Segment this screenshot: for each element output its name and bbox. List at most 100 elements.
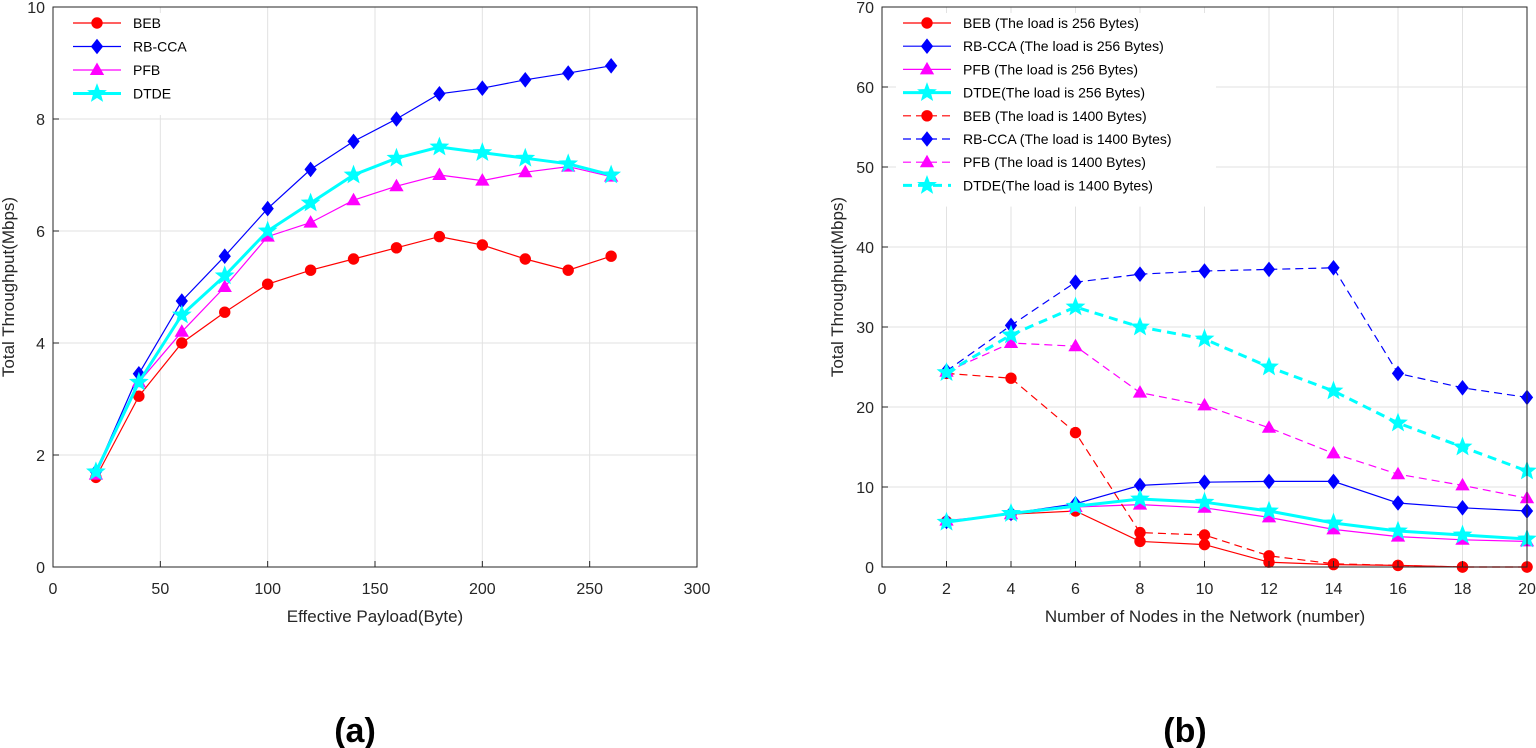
legend: BEB (The load is 256 Bytes) RB-CCA (The l…: [896, 13, 1216, 207]
legend-label: RB-CCA (The load is 1400 Bytes): [963, 131, 1172, 147]
data-point: [1262, 473, 1276, 490]
series-3: [86, 136, 622, 481]
y-axis-label: Total Throughput(Mbps): [828, 197, 847, 377]
y-axis-label: Total Throughput(Mbps): [0, 197, 18, 377]
x-tick-label: 200: [469, 581, 496, 598]
x-tick-label: 0: [49, 581, 58, 598]
y-tick-label: 40: [856, 240, 874, 257]
panel-label: (a): [334, 712, 376, 748]
x-tick-label: 14: [1325, 581, 1343, 598]
data-point: [343, 164, 364, 184]
data-point: [386, 147, 407, 167]
data-point: [472, 142, 493, 162]
data-point: [1003, 335, 1019, 348]
legend-label: RB-CCA (The load is 256 Bytes): [963, 38, 1164, 54]
data-point: [347, 133, 360, 150]
y-tick-label: 4: [36, 336, 45, 353]
data-point: [936, 511, 957, 531]
x-tick-label: 250: [576, 581, 603, 598]
data-point: [558, 153, 579, 173]
data-point: [1390, 466, 1406, 480]
data-point: [300, 192, 321, 212]
legend-marker: [87, 83, 107, 102]
x-tick-label: 20: [1518, 581, 1536, 598]
legend-marker: [919, 61, 935, 75]
data-point: [519, 253, 531, 265]
data-point: [1001, 324, 1021, 344]
data-point: [174, 324, 189, 337]
y-tick-label: 20: [856, 400, 874, 417]
data-point: [1134, 526, 1146, 539]
data-point: [171, 304, 192, 324]
y-tick-label: 50: [856, 160, 874, 177]
legend-label: BEB (The load is 1400 Bytes): [963, 108, 1147, 124]
legend-box: [896, 13, 1216, 207]
y-tick-label: 60: [856, 80, 874, 97]
data-point: [261, 278, 274, 290]
y-tick-label: 0: [865, 560, 874, 577]
data-point: [86, 461, 106, 481]
y-tick-label: 6: [36, 224, 45, 241]
data-point: [1455, 477, 1470, 491]
data-point: [217, 279, 232, 292]
data-point: [1197, 397, 1212, 411]
data-point: [1005, 372, 1017, 384]
data-point: [1452, 436, 1473, 456]
data-point: [390, 242, 403, 254]
legend-label: DTDE(The load is 1400 Bytes): [963, 177, 1153, 193]
x-axis-label: Number of Nodes in the Network (number): [1045, 607, 1365, 626]
x-tick-label: 4: [1007, 581, 1016, 598]
chart-panel-a: 0 50 100 150 200 250 300 0 2 4 6 8 10 Effective Paylo…: [0, 0, 710, 748]
data-point: [1133, 266, 1147, 283]
series-1: [89, 57, 618, 480]
data-point: [601, 164, 622, 184]
data-point: [1069, 426, 1082, 439]
data-point: [604, 57, 618, 74]
series-line: [946, 372, 1527, 568]
data-point: [1198, 263, 1211, 279]
data-point: [1456, 499, 1469, 516]
legend-marker: [920, 38, 934, 55]
data-point: [1262, 261, 1276, 278]
data-point: [515, 147, 536, 167]
data-point: [518, 164, 533, 178]
series-line: [946, 342, 1528, 499]
data-point: [1130, 316, 1150, 336]
data-point: [562, 65, 575, 81]
x-tick-label: 50: [151, 581, 169, 598]
legend-label: RB-CCA: [133, 39, 187, 55]
legend-label: DTDE(The load is 256 Bytes): [963, 85, 1145, 101]
data-point: [128, 371, 149, 391]
data-point: [390, 111, 403, 127]
data-point: [304, 264, 317, 276]
legend-box: [66, 13, 216, 115]
data-point: [1198, 529, 1211, 541]
series-line: [945, 305, 1528, 473]
legend-marker: [919, 154, 935, 168]
data-point: [1065, 495, 1086, 515]
x-tick-label: 150: [362, 581, 389, 598]
legend-label: PFB (The load is 1400 Bytes): [963, 154, 1146, 170]
data-point: [433, 85, 446, 102]
series-3: [936, 488, 1536, 548]
legend-marker: [91, 17, 103, 29]
data-point: [1391, 495, 1405, 511]
data-point: [1323, 512, 1344, 532]
series-line: [946, 267, 1528, 398]
data-point: [1391, 365, 1405, 382]
data-point: [1069, 274, 1082, 291]
x-tick-label: 300: [684, 581, 711, 598]
data-point: [476, 239, 489, 251]
data-point: [1130, 488, 1150, 508]
data-point: [218, 248, 231, 265]
legend-marker: [89, 62, 105, 75]
y-tick-label: 10: [856, 480, 874, 497]
data-point: [1194, 328, 1215, 348]
data-point: [1452, 524, 1473, 544]
x-tick-label: 10: [1196, 581, 1214, 598]
chart-panel-b: 0 2 4 6 8 10 12 14 16 18 20 0 10 20 30 40 50 60 70 Number o…: [828, 0, 1536, 748]
data-point: [1259, 356, 1279, 376]
data-point: [1001, 502, 1021, 522]
y-tick-label: 2: [36, 448, 45, 465]
